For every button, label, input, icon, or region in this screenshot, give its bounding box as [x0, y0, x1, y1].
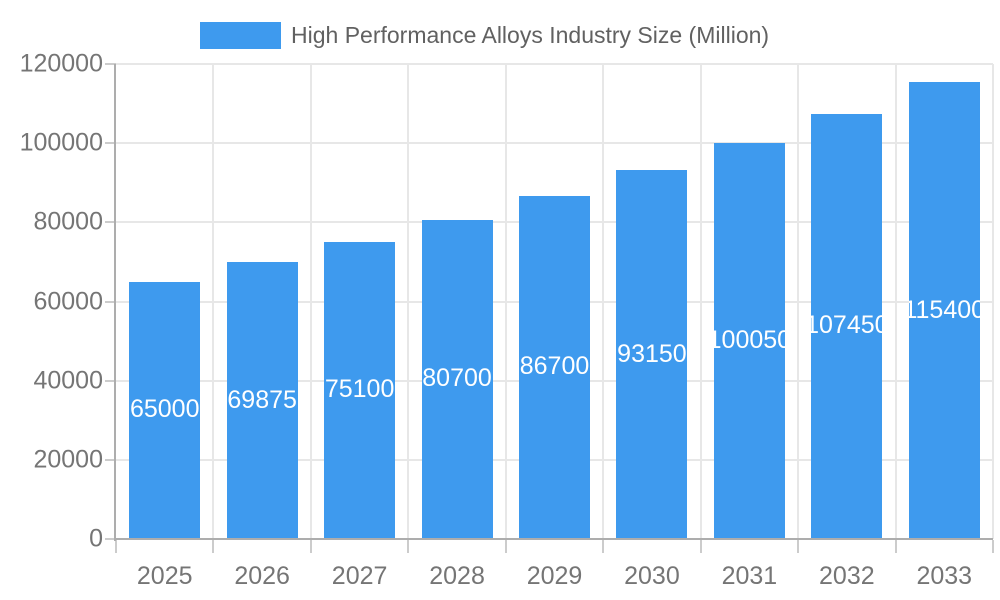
- y-axis-tick-label: 120000: [19, 49, 103, 78]
- y-tick-mark: [105, 458, 116, 461]
- x-gridline: [212, 64, 215, 539]
- x-tick-mark: [992, 540, 994, 553]
- x-gridline: [992, 64, 994, 539]
- legend-item[interactable]: High Performance Alloys Industry Size (M…: [200, 22, 769, 49]
- y-axis-line: [114, 64, 116, 541]
- y-gridline: [116, 63, 993, 65]
- bar-2033[interactable]: 115400: [908, 82, 980, 538]
- bar-value-label: 86700: [519, 352, 590, 381]
- x-tick-mark: [407, 540, 410, 553]
- x-axis-tick-label: 2028: [429, 562, 485, 590]
- x-tick-mark: [894, 540, 897, 553]
- x-gridline: [797, 64, 800, 539]
- x-tick-mark: [212, 540, 215, 553]
- y-axis-tick-label: 80000: [33, 207, 103, 236]
- x-tick-mark: [115, 540, 117, 553]
- y-tick-mark: [105, 63, 116, 65]
- x-tick-mark: [602, 540, 605, 553]
- x-axis-tick-label: 2033: [916, 562, 973, 590]
- legend-swatch-icon: [200, 22, 281, 49]
- x-axis-tick-label: 2030: [624, 562, 680, 590]
- x-tick-mark: [309, 540, 312, 553]
- bar-2029[interactable]: 86700: [519, 195, 590, 538]
- bar-2025[interactable]: 65000: [129, 281, 201, 538]
- bar-value-label: 100050: [713, 325, 785, 354]
- y-axis-tick-label: 20000: [33, 445, 103, 474]
- bar-2026[interactable]: 69875: [226, 262, 298, 538]
- x-tick-mark: [797, 540, 800, 553]
- y-tick-mark: [105, 379, 116, 382]
- bar-value-label: 115400: [909, 295, 980, 324]
- x-gridline: [309, 64, 312, 539]
- x-axis-tick-label: 2029: [526, 562, 583, 590]
- bar-value-label: 93150: [617, 339, 687, 368]
- x-axis-tick-label: 2031: [721, 562, 778, 590]
- y-tick-mark: [105, 142, 116, 145]
- bar-value-label: 107450: [811, 311, 883, 340]
- legend-label: High Performance Alloys Industry Size (M…: [291, 22, 770, 48]
- y-tick-mark: [105, 221, 116, 224]
- bar-2031[interactable]: 100050: [713, 142, 785, 538]
- y-axis-tick-label: 100000: [19, 128, 103, 157]
- bar-2028[interactable]: 80700: [421, 219, 493, 538]
- y-gridline: [116, 142, 993, 145]
- x-gridline: [699, 64, 702, 539]
- x-gridline: [602, 64, 605, 539]
- y-tick-mark: [105, 300, 116, 303]
- bar-value-label: 80700: [422, 364, 492, 393]
- x-axis-tick-label: 2026: [234, 562, 290, 590]
- x-tick-mark: [699, 540, 702, 553]
- bar-2027[interactable]: 75100: [324, 241, 396, 538]
- x-gridline: [894, 64, 897, 539]
- bar-value-label: 65000: [129, 395, 200, 424]
- y-tick-mark: [105, 538, 116, 540]
- x-axis-tick-label: 2027: [331, 562, 388, 590]
- x-gridline: [504, 64, 507, 539]
- bar-2030[interactable]: 93150: [616, 170, 688, 538]
- x-tick-mark: [504, 540, 507, 553]
- x-axis-tick-label: 2025: [136, 562, 193, 590]
- y-axis-tick-label: 60000: [33, 287, 103, 315]
- bar-2032[interactable]: 107450: [811, 113, 883, 538]
- x-axis-tick-label: 2032: [819, 562, 875, 590]
- bar-value-label: 69875: [227, 385, 297, 414]
- y-axis-tick-label: 40000: [33, 366, 103, 395]
- x-gridline: [407, 64, 410, 539]
- x-axis-line: [114, 538, 993, 540]
- bar-value-label: 75100: [324, 375, 395, 404]
- y-axis-tick-label: 0: [89, 524, 103, 553]
